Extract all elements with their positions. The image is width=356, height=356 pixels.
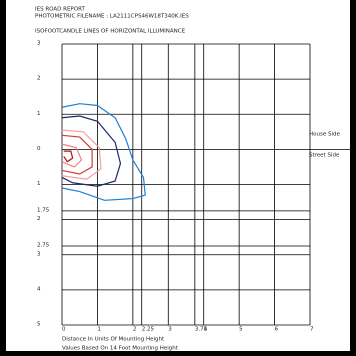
street-side-label: Street Side (309, 153, 340, 159)
y-tick-label: 3 (37, 251, 41, 257)
x-tick-label: 6 (275, 327, 279, 333)
y-tick-label: 4 (37, 286, 41, 292)
x-tick-label: 5 (239, 327, 243, 333)
y-tick-label: 5 (37, 322, 41, 328)
isoline (61, 103, 146, 201)
subtitle: PHOTOMETRIC FILENAME : LA2111CPS46W18T34… (35, 14, 189, 20)
y-tick-label: 2 (37, 76, 41, 82)
x-axis-title: Distance In Units Of Mounting Height (62, 337, 165, 343)
house-side-label: House Side (309, 132, 340, 138)
page (6, 0, 350, 351)
x-tick-label: 1 (97, 327, 101, 333)
x-tick-label: 7 (310, 327, 314, 333)
y-tick-label: 1 (37, 111, 41, 117)
chart-title: IES ROAD REPORT (35, 7, 86, 13)
y-tick-label: 1.75 (37, 207, 50, 213)
isoline (61, 143, 83, 168)
x-tick-label: 3.75 (195, 327, 208, 333)
isoline (63, 150, 74, 163)
heading: ISOFOOTCANDLE LINES OF HORIZONTAL ILLUMI… (35, 29, 186, 35)
x-tick-label: 2 (133, 327, 137, 333)
y-tick-label: 3 (37, 41, 41, 47)
x-tick-label: 0 (62, 327, 66, 333)
isoline (61, 129, 102, 180)
y-tick-label: 2.75 (37, 242, 50, 248)
x-tick-label: 4 (204, 327, 208, 333)
y-tick-label: 2 (37, 216, 41, 222)
isoline (61, 115, 122, 187)
isoline (61, 134, 93, 175)
y-tick-label: 1 (37, 181, 41, 187)
x-tick-label: 2.25 (142, 327, 155, 333)
x-note: Values Based On 14 Foot Mounting Height (62, 346, 179, 352)
x-tick-label: 3 (168, 327, 172, 333)
y-tick-label: 0 (37, 146, 41, 152)
